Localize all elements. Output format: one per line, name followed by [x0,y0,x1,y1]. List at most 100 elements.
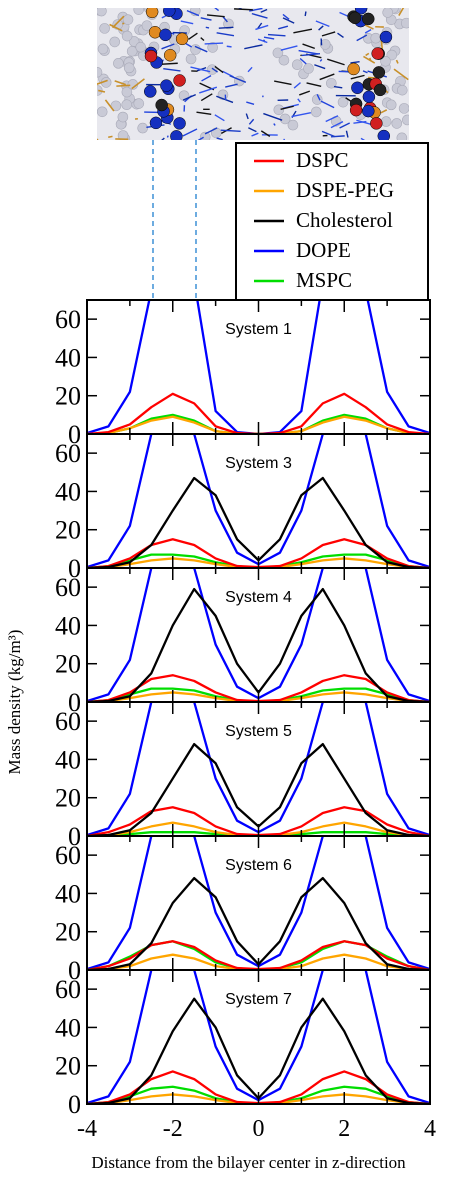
peg-chain [363,55,376,64]
series-line-dspe-peg [87,691,430,702]
lipid-tail [216,32,235,37]
peg-chain [365,52,370,57]
water-bead [121,30,133,42]
lipid-tail [222,16,228,23]
head-group-bead [370,117,383,130]
head-group-bead [149,116,163,130]
lipid-tail [299,90,311,96]
series-line-dspe-peg [87,821,430,836]
lipid-tail [362,70,368,74]
series-line-dspe-peg [87,415,430,434]
lipid-tail [263,112,283,121]
y-tick-label: 40 [55,611,81,640]
series-line-mspc [87,1085,430,1104]
panel-series-group [87,970,430,1104]
water-bead [279,113,291,125]
lipid-tail [200,93,213,102]
peg-chain [398,8,405,16]
head-group-bead [159,28,172,42]
y-tick-label: 60 [55,573,81,602]
water-bead [396,132,408,140]
dashed-guide-lines [152,140,197,300]
lipid-tail [194,45,208,53]
water-bead [303,63,314,74]
lipid-tail [246,101,255,105]
lipid-tail [234,8,253,11]
lipid-tail [302,43,315,50]
head-group-bead [362,12,375,26]
y-tick-label: 0 [68,1090,81,1119]
lipid-tail [190,66,211,73]
lipid-tail [245,113,249,120]
lipid-tail [350,74,365,80]
lipid-tail [204,127,218,135]
y-tick-label: 0 [68,688,81,717]
series-line-dspe-peg [87,1093,430,1104]
series-line-cholesterol [87,997,430,1104]
head-group-bead [144,49,158,63]
lipid-tail [206,14,225,18]
y-tick-label: 0 [68,420,81,449]
peg-chain [97,138,99,140]
head-group-bead [160,79,173,92]
lipid-tail [330,135,345,138]
water-bead [113,58,124,69]
lipid-tail [216,137,223,140]
lipid-tail [196,111,212,115]
panel-6: 0 20 40 60 System 7 [55,969,431,1119]
water-bead [141,20,153,31]
head-group-bead [155,98,168,112]
panel-2: 0 20 40 60 System 3 [55,433,431,583]
water-bead [382,8,393,18]
head-group-bead [347,62,360,76]
lipid-tail [214,114,225,122]
peg-chain [104,99,115,112]
x-tick-label: -2 [163,1116,183,1142]
lipid-tail [364,29,372,34]
water-bead [380,55,391,67]
peg-chain [395,59,399,64]
water-bead [185,53,197,65]
peg-chain [393,68,409,81]
panel-5: 0 20 40 60 System 6 [55,835,431,985]
water-bead [380,116,392,127]
panel-title: System 4 [225,589,292,606]
head-group-bead [351,81,364,95]
y-tick-label: 60 [55,305,81,334]
water-bead [319,39,331,50]
x-tick-label: 2 [338,1116,350,1142]
y-tick-label: 20 [55,1052,81,1081]
water-bead [121,86,133,98]
panel-4: 0 20 40 60 System 5 [55,701,431,851]
head-group-bead [163,48,177,62]
lipid-tail [182,94,196,101]
peg-chain [111,15,125,29]
peg-chain [369,57,372,62]
water-bead [385,99,397,111]
lipid-tail [216,95,234,104]
peg-chain [114,80,127,86]
series-line-dspc [87,392,430,434]
lipid-tail [283,138,286,140]
lipid-tail [186,10,200,17]
lipid-tail [182,128,198,137]
water-bead [396,84,408,96]
legend-label: DSPC [296,148,349,172]
y-tick-label: 40 [55,879,81,908]
series-line-mspc [87,687,430,702]
peg-chain [116,84,131,87]
y-tick-label: 40 [55,745,81,774]
lipid-tail [214,65,224,74]
legend-label: DOPE [296,238,351,262]
head-group-bead [145,8,159,19]
head-group-bead [348,11,362,25]
series-line-mspc [87,553,430,568]
water-bead [310,106,322,118]
y-axis-label: Mass density (kg/m³) [5,630,24,775]
head-group-bead [170,130,183,140]
panel-series-group [87,702,430,836]
lipid-tail [315,20,330,28]
head-group-bead [175,32,189,46]
lipid-tail [325,115,339,123]
